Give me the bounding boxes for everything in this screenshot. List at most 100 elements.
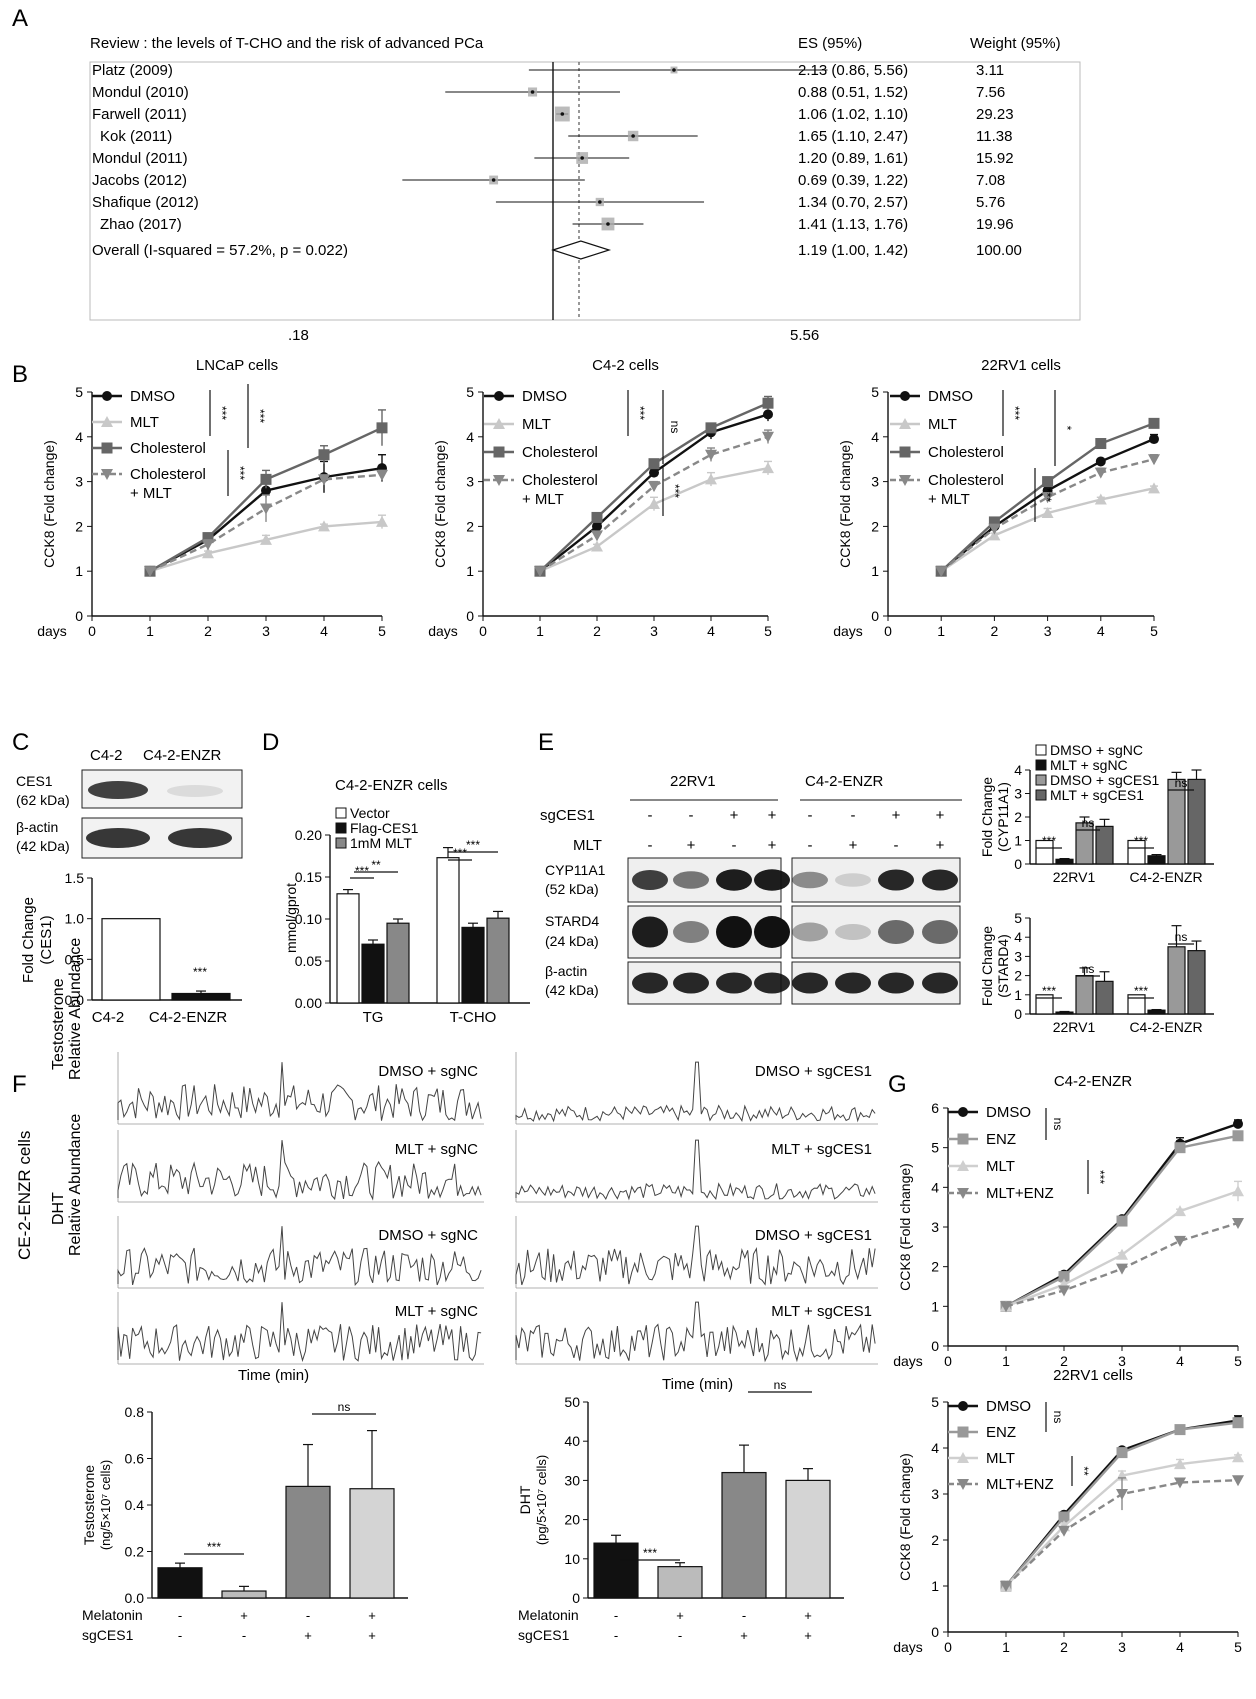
chromatogram-trace: [515, 1301, 876, 1363]
bar-chart-E1: 0 1 2 3 4 22RV1 C4-2-ENZR Fold Change (CYP11A1) *…: [979, 762, 1214, 885]
condition-sign: -: [178, 1608, 182, 1623]
f-row-label-2a: DHT: [50, 1192, 67, 1225]
y-tick-label: 5: [931, 1394, 939, 1410]
blot-e-band-2-kda: (24 kDa): [545, 933, 599, 949]
legend-marker: [958, 1107, 968, 1117]
condition-sign: -: [242, 1628, 246, 1643]
y-axis-label: mmol/gprot: [283, 883, 299, 953]
blot-band: [922, 869, 958, 891]
y-axis-label: CCK8 (Fold change): [897, 1453, 913, 1581]
bar: [361, 943, 385, 1004]
bar: [593, 1542, 639, 1599]
data-point: [1232, 1185, 1244, 1197]
chromatogram-trace: [117, 1302, 482, 1363]
sgces1-sign: +: [768, 807, 777, 824]
panel-label-d: D: [262, 729, 279, 756]
x-tick-label: C4-2-ENZR: [1129, 869, 1202, 885]
x-tick-label: 0: [884, 623, 892, 639]
legend-label: MLT: [130, 414, 159, 431]
forest-weight-value: 15.92: [976, 150, 1014, 167]
legend-swatch: [335, 822, 347, 834]
data-point: [1148, 454, 1160, 466]
legend-label: DMSO: [986, 1398, 1031, 1415]
bar: [349, 1488, 395, 1599]
bar: [486, 917, 510, 1004]
forest-weight-value: 19.96: [976, 216, 1014, 233]
x-tick-label: 0: [944, 1353, 952, 1369]
y-tick-label: 4: [931, 1179, 939, 1195]
condition-sign: +: [368, 1628, 376, 1643]
y-tick-label: 0.10: [295, 911, 322, 927]
data-point: [1058, 1271, 1070, 1283]
bar: [1035, 994, 1054, 1015]
x-tick-label: C4-2-ENZR: [1129, 1019, 1202, 1035]
data-point: [1174, 1142, 1186, 1154]
sgces1-sign: -: [808, 807, 813, 824]
data-point: [202, 539, 214, 551]
x-axis-label: days: [893, 1639, 923, 1655]
significance-label: ***: [355, 864, 369, 878]
x-tick-label: 22RV1: [1053, 869, 1096, 885]
x-tick-label: 5: [1150, 623, 1158, 639]
forest-point: [631, 134, 635, 138]
data-point: [649, 467, 659, 478]
y-axis-label: DHT: [517, 1485, 533, 1514]
significance-label: ***: [466, 838, 480, 852]
forest-xtick-1: .18: [288, 327, 309, 344]
legend-swatch: [335, 807, 347, 819]
blot-band: [878, 972, 914, 994]
data-point: [1094, 493, 1107, 505]
bar: [785, 1479, 831, 1599]
x-tick-label: 0: [88, 623, 96, 639]
y-tick-label: 5: [871, 384, 879, 400]
legend-label: DMSO: [130, 388, 175, 405]
legend-label: Cholesterol: [928, 444, 1004, 461]
legend-label: DMSO: [522, 388, 567, 405]
blot-e-band-1-kda: (52 kDa): [545, 881, 599, 897]
data-point: [261, 485, 271, 496]
chromatogram-trace: [515, 1139, 876, 1201]
forest-es-value: 1.65 (1.10, 2.47): [798, 128, 908, 145]
legend-swatch: [1035, 759, 1047, 771]
significance-label: ns: [338, 1400, 351, 1414]
data-point: [988, 529, 1001, 541]
sgces1-sign: +: [730, 807, 739, 824]
series-line: [539, 435, 769, 573]
blot-band: [835, 972, 871, 994]
y-axis-label: (CYP11A1): [995, 782, 1011, 852]
forest-es-value: 0.69 (0.39, 1.22): [798, 172, 908, 189]
legend-marker: [101, 442, 113, 454]
chart-title: LNCaP cells: [196, 357, 278, 374]
trace-label: MLT + sgCES1: [771, 1141, 872, 1158]
y-tick-label: 4: [871, 429, 879, 445]
forest-point: [598, 200, 602, 204]
y-tick-label: 0.15: [295, 869, 322, 885]
forest-study-name: Platz (2009): [92, 62, 173, 79]
legend-label: + MLT: [522, 491, 564, 508]
y-tick-label: 0: [1014, 1006, 1022, 1022]
y-tick-label: 4: [1014, 762, 1022, 778]
y-tick-label: 0.0: [65, 992, 85, 1008]
data-point: [1094, 467, 1107, 479]
y-tick-label: 0: [1014, 856, 1022, 872]
y-tick-label: 1: [931, 1298, 939, 1314]
significance-label: ns: [1051, 1118, 1065, 1131]
bar: [1127, 994, 1146, 1015]
y-axis-label: (pg/5×10⁷ cells): [534, 1455, 549, 1545]
legend-marker: [957, 1452, 969, 1463]
y-tick-label: 2: [931, 1259, 939, 1275]
condition-label: Melatonin: [82, 1607, 143, 1623]
legend-label: MLT + sgCES1: [1050, 787, 1144, 803]
significance-label: ***: [1042, 834, 1056, 848]
x-tick-label: 5: [378, 623, 386, 639]
blot-c-ces1-label: CES1: [16, 773, 53, 789]
y-tick-label: 4: [75, 429, 83, 445]
legend-swatch: [1035, 774, 1047, 786]
y-tick-label: 0.5: [65, 951, 85, 967]
forest-weight-value: 11.38: [976, 128, 1012, 145]
data-point: [1000, 1581, 1012, 1592]
y-tick-label: 0: [931, 1338, 939, 1354]
blot-c-ces1-kda: (62 kDa): [16, 792, 70, 808]
